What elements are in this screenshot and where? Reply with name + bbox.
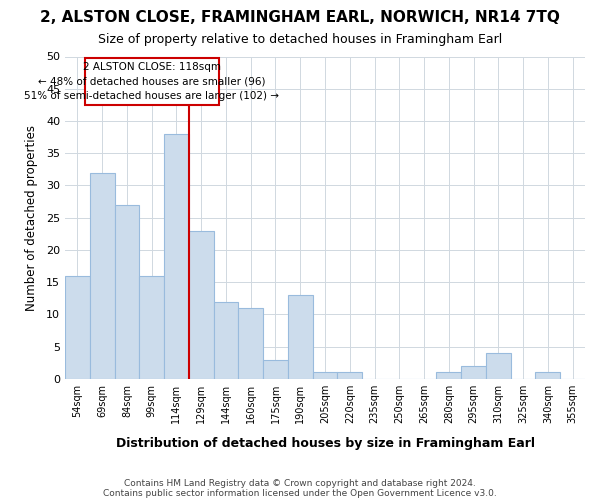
Bar — [461, 366, 486, 379]
Bar — [115, 205, 139, 379]
Y-axis label: Number of detached properties: Number of detached properties — [25, 124, 38, 310]
Bar — [535, 372, 560, 379]
Text: 2, ALSTON CLOSE, FRAMINGHAM EARL, NORWICH, NR14 7TQ: 2, ALSTON CLOSE, FRAMINGHAM EARL, NORWIC… — [40, 10, 560, 25]
Bar — [337, 372, 362, 379]
Text: Size of property relative to detached houses in Framingham Earl: Size of property relative to detached ho… — [98, 32, 502, 46]
Bar — [436, 372, 461, 379]
Bar — [238, 308, 263, 379]
Bar — [214, 302, 238, 379]
Text: 2 ALSTON CLOSE: 118sqm
← 48% of detached houses are smaller (96)
51% of semi-det: 2 ALSTON CLOSE: 118sqm ← 48% of detached… — [24, 62, 279, 101]
X-axis label: Distribution of detached houses by size in Framingham Earl: Distribution of detached houses by size … — [115, 437, 535, 450]
Bar — [65, 276, 90, 379]
Bar — [263, 360, 288, 379]
FancyBboxPatch shape — [85, 58, 218, 105]
Bar — [139, 276, 164, 379]
Bar — [313, 372, 337, 379]
Text: Contains HM Land Registry data © Crown copyright and database right 2024.: Contains HM Land Registry data © Crown c… — [124, 478, 476, 488]
Text: Contains public sector information licensed under the Open Government Licence v3: Contains public sector information licen… — [103, 488, 497, 498]
Bar — [288, 295, 313, 379]
Bar — [164, 134, 189, 379]
Bar — [486, 353, 511, 379]
Bar — [90, 172, 115, 379]
Bar — [189, 230, 214, 379]
